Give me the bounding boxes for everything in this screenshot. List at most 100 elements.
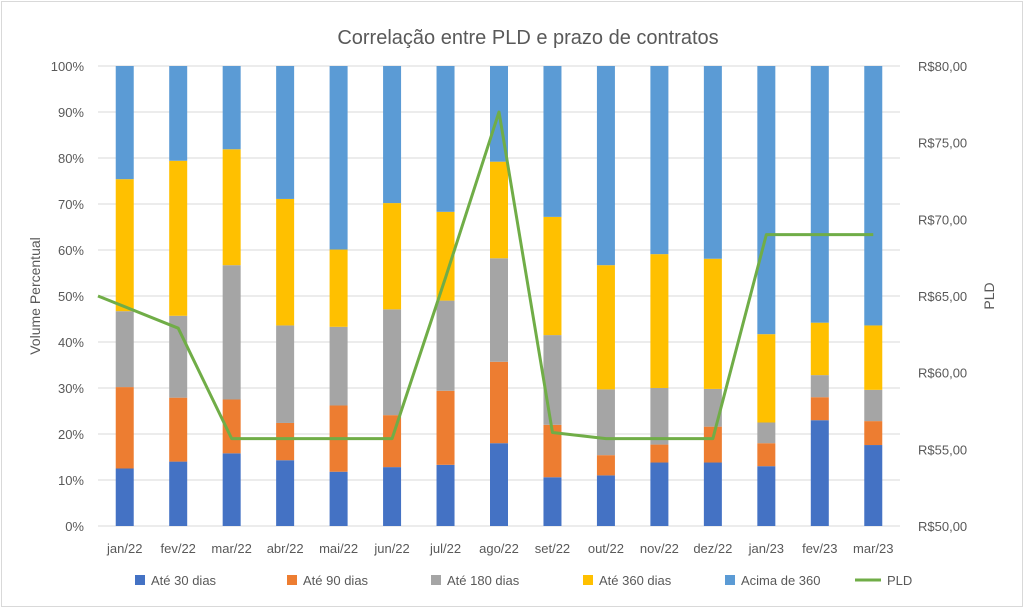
y2-tick-label: R$60,00 (918, 366, 967, 381)
y2-tick-label: R$65,00 (918, 289, 967, 304)
y-tick-label: 50% (58, 289, 84, 304)
legend-swatch (583, 575, 593, 585)
x-tick-label: out/22 (588, 541, 624, 556)
legend-swatch (135, 575, 145, 585)
bar-segment (115, 468, 134, 526)
bar-segment (864, 421, 883, 446)
pld-line-path (97, 110, 874, 441)
bar-segment (703, 462, 722, 526)
bar-segment (757, 66, 776, 335)
x-tick-label: abr/22 (267, 541, 304, 556)
bar-segment (757, 334, 776, 423)
x-tick-label: fev/22 (160, 541, 195, 556)
bar-segment (757, 466, 776, 526)
y-tick-label: 20% (58, 427, 84, 442)
bar-segment (596, 475, 615, 526)
bar-segment (115, 179, 134, 312)
bar-segment (596, 265, 615, 390)
x-tick-label: mai/22 (319, 541, 358, 556)
legend-label: Acima de 360 (741, 573, 821, 588)
bar-segment (864, 389, 883, 422)
legend-swatch (431, 575, 441, 585)
bar-segment (276, 66, 295, 199)
bar-segment (650, 388, 669, 445)
bar-segment (810, 66, 829, 323)
x-tick-label: jul/22 (429, 541, 461, 556)
x-tick-label: ago/22 (479, 541, 519, 556)
bar-segment (864, 66, 883, 326)
bar-segment (703, 258, 722, 389)
bar-segment (276, 422, 295, 461)
pld-line (97, 110, 874, 441)
bar-segment (864, 445, 883, 526)
bar-segment (383, 66, 402, 204)
y-tick-label: 70% (58, 197, 84, 212)
legend-label: Até 180 dias (447, 573, 520, 588)
bar-segment (383, 467, 402, 526)
bar-segment (490, 161, 508, 259)
legend-swatch (287, 575, 297, 585)
legend-label: Até 90 dias (303, 573, 369, 588)
y-tick-label: 40% (58, 335, 84, 350)
bar-segment (169, 160, 188, 316)
bar-segment (222, 453, 241, 526)
bar-segment (596, 455, 615, 476)
bar-segment (169, 397, 188, 462)
bar-segment (650, 444, 669, 463)
y2-tick-label: R$80,00 (918, 59, 967, 74)
bar-segment (757, 443, 776, 467)
x-axis-ticks: jan/22 fev/22 mar/22 abr/22 mai/22 jun/22 jul/… (106, 541, 893, 556)
x-tick-label: jan/22 (106, 541, 142, 556)
bar-segment (169, 66, 188, 161)
bar-segment (115, 387, 134, 469)
legend-swatch (725, 575, 735, 585)
bar-segment (810, 322, 829, 376)
y-tick-label: 100% (51, 59, 85, 74)
legend: Até 30 dias Até 90 dias Até 180 dias Até 36… (135, 573, 912, 588)
bar-segment (222, 265, 241, 400)
bar-segment (650, 66, 669, 255)
y2-tick-label: R$50,00 (918, 519, 967, 534)
legend-label: Até 360 dias (599, 573, 672, 588)
x-tick-label: jan/23 (748, 541, 784, 556)
y-tick-label: 90% (58, 105, 84, 120)
bar-segment (222, 149, 241, 266)
x-tick-label: set/22 (535, 541, 570, 556)
x-tick-label: mar/23 (853, 541, 893, 556)
bar-segment (115, 66, 134, 180)
y2-tick-label: R$70,00 (918, 212, 967, 227)
bar-segment (490, 443, 508, 526)
bar-segment (115, 311, 134, 388)
y-axis-title: Volume Percentual (27, 237, 43, 355)
bar-segment (276, 460, 295, 526)
bar-segment (543, 66, 562, 217)
chart-title: Correlação entre PLD e prazo de contrato… (337, 27, 718, 49)
bar-segment (222, 66, 241, 150)
bar-segment (650, 462, 669, 526)
bar-segment (436, 300, 455, 391)
bar-segment (703, 426, 722, 463)
x-tick-label: dez/22 (693, 541, 732, 556)
bar-segment (757, 422, 776, 444)
y2-axis-title: PLD (981, 282, 997, 309)
y-axis-ticks: 0% 10% 20% 30% 40% 50% 60% 70% 80% 90% 100% (51, 59, 85, 534)
bar-segment (810, 420, 829, 526)
bar-segment (329, 249, 348, 327)
bar-segment (810, 397, 829, 421)
x-tick-label: jun/22 (373, 541, 409, 556)
bar-segment (543, 216, 562, 336)
bar-segment (436, 66, 455, 212)
y-tick-label: 60% (58, 243, 84, 258)
bar-segment (543, 477, 562, 526)
y-tick-label: 30% (58, 381, 84, 396)
bar-segment (703, 388, 722, 427)
legend-label: Até 30 dias (151, 573, 217, 588)
bar-segment (169, 461, 188, 526)
y-tick-label: 10% (58, 473, 84, 488)
x-tick-label: fev/23 (802, 541, 837, 556)
y2-tick-label: R$55,00 (918, 442, 967, 457)
y2-tick-label: R$75,00 (918, 136, 967, 151)
y2-axis-ticks: R$50,00 R$55,00 R$60,00 R$65,00 R$70,00 R$75,… (918, 59, 967, 534)
